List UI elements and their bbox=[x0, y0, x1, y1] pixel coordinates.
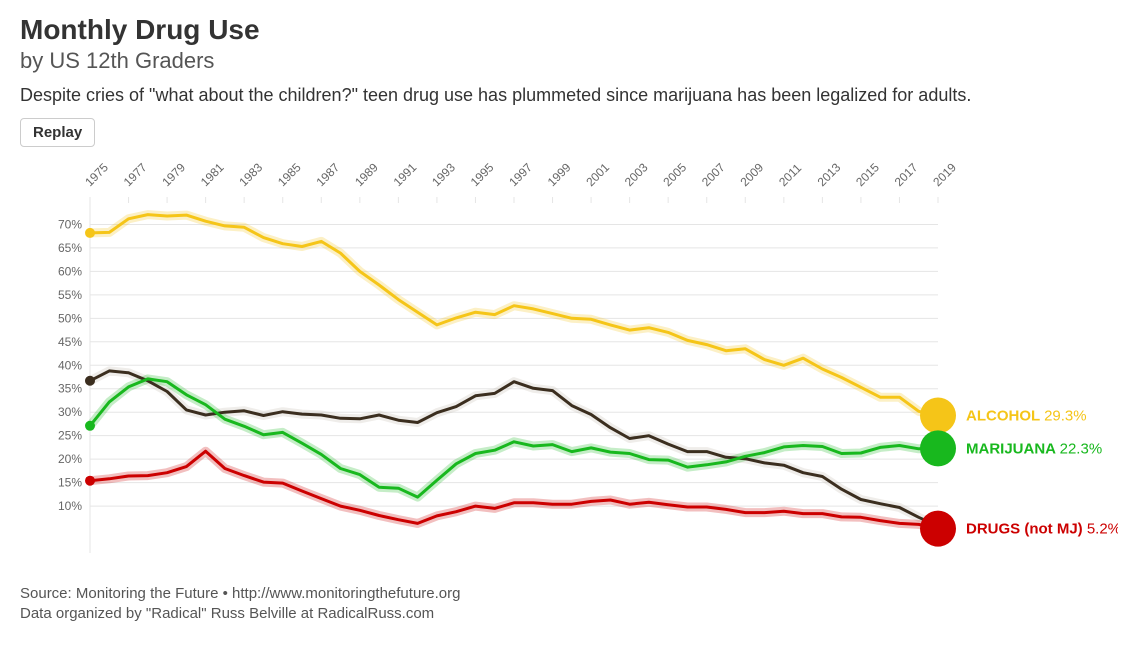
x-tick: 1995 bbox=[468, 160, 497, 189]
x-tick-label: 2011 bbox=[776, 160, 804, 188]
page-description: Despite cries of "what about the childre… bbox=[20, 84, 1118, 107]
x-tick: 1997 bbox=[506, 160, 535, 189]
x-tick: 2015 bbox=[853, 160, 882, 189]
series-start-cigarettes bbox=[85, 375, 95, 385]
series-start-drugs_not_mj bbox=[85, 475, 95, 485]
x-tick-label: 1999 bbox=[545, 160, 574, 189]
x-tick: 1983 bbox=[236, 160, 265, 189]
x-tick-label: 2017 bbox=[892, 160, 921, 189]
line-chart: 10% 15% 20% 25% 30% 35% 40% 45% 50% 55% 60% 65% 70% 1… bbox=[20, 153, 1118, 573]
x-tick: 2009 bbox=[737, 160, 766, 189]
x-tick: 1977 bbox=[121, 160, 150, 189]
x-tick-label: 1987 bbox=[313, 160, 342, 189]
x-tick: 1989 bbox=[352, 160, 381, 189]
footer-credit: Data organized by "Radical" Russ Belvill… bbox=[20, 604, 1118, 624]
x-tick: 1991 bbox=[391, 160, 420, 189]
y-tick-label: 25% bbox=[58, 428, 82, 442]
y-tick-label: 40% bbox=[58, 358, 82, 372]
x-tick-label: 1997 bbox=[506, 160, 535, 189]
chart-footer: Source: Monitoring the Future • http://w… bbox=[20, 584, 1118, 625]
y-tick-label: 45% bbox=[58, 334, 82, 348]
label-layer: ALCOHOL 29.3% MARIJUANA 22.3% DRUGS (not M… bbox=[966, 407, 1118, 537]
series-end-marijuana bbox=[920, 430, 956, 466]
x-tick-label: 2015 bbox=[853, 160, 882, 189]
series-glow-marijuana bbox=[90, 378, 938, 496]
x-tick-label: 2001 bbox=[583, 160, 612, 189]
x-tick-label: 1977 bbox=[121, 160, 150, 189]
x-tick: 2013 bbox=[815, 160, 844, 189]
x-tick: 1993 bbox=[429, 160, 458, 189]
x-tick-label: 1975 bbox=[82, 160, 111, 189]
y-tick-label: 10% bbox=[58, 499, 82, 513]
x-tick: 1987 bbox=[313, 160, 342, 189]
x-tick-label: 1981 bbox=[198, 160, 227, 189]
x-tick-label: 2009 bbox=[737, 160, 766, 189]
x-tick: 2007 bbox=[699, 160, 728, 189]
y-tick-label: 20% bbox=[58, 452, 82, 466]
series-end-alcohol bbox=[920, 397, 956, 433]
x-tick-label: 2005 bbox=[660, 160, 689, 189]
x-tick-label: 1991 bbox=[391, 160, 420, 189]
x-tick-label: 2003 bbox=[622, 160, 651, 189]
x-tick-label: 1995 bbox=[468, 160, 497, 189]
x-tick: 2005 bbox=[660, 160, 689, 189]
x-tick-label: 1989 bbox=[352, 160, 381, 189]
series-label-marijuana: MARIJUANA 22.3% bbox=[966, 440, 1102, 457]
y-tick-label: 35% bbox=[58, 381, 82, 395]
footer-source: Source: Monitoring the Future • http://w… bbox=[20, 584, 1118, 604]
y-tick-label: 65% bbox=[58, 241, 82, 255]
series-start-marijuana bbox=[85, 420, 95, 430]
y-tick-label: 30% bbox=[58, 405, 82, 419]
y-tick-label: 60% bbox=[58, 264, 82, 278]
x-tick: 1979 bbox=[159, 160, 188, 189]
x-tick-label: 2013 bbox=[815, 160, 844, 189]
series-end-drugs_not_mj bbox=[920, 510, 956, 546]
series-start-alcohol bbox=[85, 227, 95, 237]
series-label-alcohol: ALCOHOL 29.3% bbox=[966, 407, 1087, 424]
line-layer bbox=[90, 214, 938, 528]
y-tick-label: 70% bbox=[58, 217, 82, 231]
x-tick-label: 1985 bbox=[275, 160, 304, 189]
x-tick: 1975 bbox=[82, 160, 111, 189]
replay-button[interactable]: Replay bbox=[20, 118, 95, 147]
page: Monthly Drug Use by US 12th Graders Desp… bbox=[0, 0, 1138, 634]
x-tick: 2003 bbox=[622, 160, 651, 189]
y-tick-label: 15% bbox=[58, 475, 82, 489]
x-tick: 2019 bbox=[930, 160, 959, 189]
y-tick-label: 50% bbox=[58, 311, 82, 325]
x-tick-label: 1983 bbox=[236, 160, 265, 189]
y-tick-label: 55% bbox=[58, 287, 82, 301]
page-title: Monthly Drug Use bbox=[20, 14, 1118, 46]
x-tick: 1999 bbox=[545, 160, 574, 189]
x-tick: 1985 bbox=[275, 160, 304, 189]
x-tick-label: 2007 bbox=[699, 160, 728, 189]
x-tick: 2017 bbox=[892, 160, 921, 189]
x-tick: 1981 bbox=[198, 160, 227, 189]
chart-container: 10% 15% 20% 25% 30% 35% 40% 45% 50% 55% 60% 65% 70% 1… bbox=[20, 153, 1118, 578]
x-tick-label: 1979 bbox=[159, 160, 188, 189]
x-tick: 2001 bbox=[583, 160, 612, 189]
x-tick-label: 2019 bbox=[930, 160, 959, 189]
series-label-drugs_not_mj: DRUGS (not MJ) 5.2% bbox=[966, 520, 1118, 537]
x-tick-label: 1993 bbox=[429, 160, 458, 189]
glow-layer bbox=[90, 214, 938, 528]
page-subtitle: by US 12th Graders bbox=[20, 48, 1118, 74]
x-tick: 2011 bbox=[776, 160, 804, 188]
